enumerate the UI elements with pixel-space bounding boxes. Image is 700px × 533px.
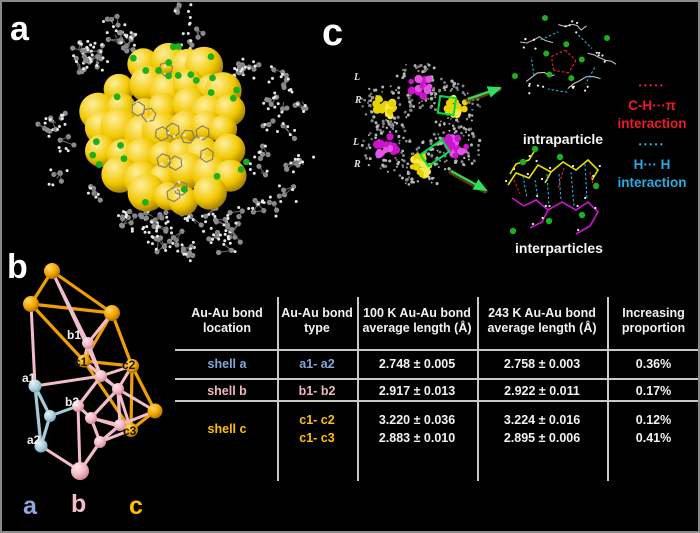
atom-label-b2: b2 xyxy=(65,395,80,409)
header-type: Au-Au bond type xyxy=(281,306,353,335)
cell-100k-b: 2.917 ± 0.013 xyxy=(378,384,456,398)
header-243k: 243 K Au-Au bond average length (Å) xyxy=(487,306,597,335)
table-divider-v1 xyxy=(277,297,279,481)
table-row-rule-1 xyxy=(175,378,698,380)
cell-type-a: a1- a2 xyxy=(299,357,335,371)
table-col-243k: 243 K Au-Au bond average length (Å) 2.75… xyxy=(477,292,607,484)
interparticles-diagram xyxy=(504,145,601,235)
legend-h-h-line2: interaction xyxy=(617,174,687,190)
atom-label-a1: a1 xyxy=(22,371,36,385)
header-100k: 100 K Au-Au bond average length (Å) xyxy=(362,306,472,335)
panel-b-cluster xyxy=(23,263,163,480)
legend-h-h-dots: ••••• xyxy=(638,140,666,149)
panel-b-label: b xyxy=(7,248,28,286)
cell-location-shell-c: shell c xyxy=(207,422,247,436)
cell-100k-a: 2.748 ± 0.005 xyxy=(378,357,456,371)
cell-increase-c2: 0.41% xyxy=(635,431,672,445)
table-col-increase: Increasing proportion 0.36% 0.17% 0.12% … xyxy=(607,292,698,484)
cell-type-b: b1- b2 xyxy=(298,384,336,398)
cell-100k-c1: 3.220 ± 0.036 xyxy=(378,413,456,427)
shell-letter-c: c xyxy=(129,492,143,520)
legend-ch-pi-line2: interaction xyxy=(617,115,687,131)
atom-label-b1: b1 xyxy=(67,328,82,342)
atom-label-c1: c1 xyxy=(74,355,88,369)
table-divider-v3 xyxy=(477,297,479,481)
table-header-rule xyxy=(175,349,698,351)
legend-ch-pi-line1: C-H···π xyxy=(628,98,676,113)
cell-location-shell-b: shell b xyxy=(207,384,247,398)
atom-label-a2: a2 xyxy=(27,433,41,447)
intraparticle-caption: intraparticle xyxy=(522,131,604,147)
cell-100k-c2: 2.883 ± 0.010 xyxy=(378,431,456,445)
cell-location-shell-a: shell a xyxy=(207,357,247,371)
ring-label-r1: R xyxy=(355,95,362,106)
cell-243k-b: 2.922 ± 0.011 xyxy=(504,384,580,398)
cell-243k-c1: 3.224 ± 0.016 xyxy=(503,413,581,427)
table-col-location: Au-Au bond location shell a shell b shel… xyxy=(177,292,277,484)
table-divider-v2 xyxy=(357,297,359,481)
legend-ch-pi: ••••• C-H···π interaction xyxy=(604,81,698,131)
cell-increase-a: 0.36% xyxy=(635,357,672,371)
legend-h-h: ••••• H··· H interaction xyxy=(604,140,698,190)
intraparticle-diagram xyxy=(512,15,617,95)
ring-label-l1: L xyxy=(354,72,361,83)
shell-letter-b: b xyxy=(71,490,87,518)
legend-ch-pi-dots: ••••• xyxy=(638,81,666,90)
cell-type-c1: c1- c2 xyxy=(299,413,335,427)
atom-label-c2: c2 xyxy=(122,358,136,372)
legend-h-h-line1: H··· H xyxy=(633,157,671,172)
atom-label-c3: c3 xyxy=(123,424,137,438)
table-col-100k: 100 K Au-Au bond average length (Å) 2.74… xyxy=(357,292,477,484)
panel-a-nanocluster xyxy=(35,2,316,263)
ring-label-r2: R xyxy=(354,159,361,170)
panel-a-label: a xyxy=(10,10,29,48)
header-increase: Increasing proportion xyxy=(621,306,686,335)
table-row-rule-2 xyxy=(175,400,698,402)
cell-type-c2: c1- c3 xyxy=(299,431,335,445)
panel-c-ring xyxy=(360,62,502,194)
shell-letter-a: a xyxy=(23,492,37,520)
table-divider-v4 xyxy=(607,297,609,481)
panel-c-label: c xyxy=(322,12,344,54)
interparticles-caption: interparticles xyxy=(515,240,603,256)
cell-increase-c1: 0.12% xyxy=(635,413,672,427)
cell-243k-c2: 2.895 ± 0.006 xyxy=(503,431,581,445)
ring-label-l2: L xyxy=(353,137,360,148)
cell-243k-a: 2.758 ± 0.003 xyxy=(503,357,581,371)
cell-increase-b: 0.17% xyxy=(635,384,672,398)
header-location: Au-Au bond location xyxy=(191,306,263,335)
table-col-type: Au-Au bond type a1- a2 b1- b2 c1- c2 c1-… xyxy=(277,292,357,484)
